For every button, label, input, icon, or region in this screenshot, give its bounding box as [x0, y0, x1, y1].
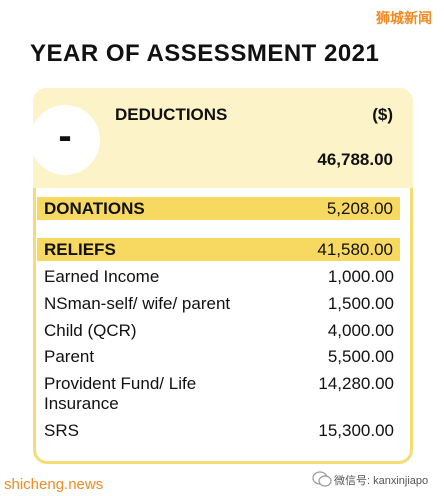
- item-row: Provident Fund/ Life Insurance 14,280.00: [44, 374, 394, 414]
- wechat-icon: [312, 471, 332, 487]
- item-label: Child (QCR): [44, 321, 137, 340]
- item-amount: 15,300.00: [318, 421, 394, 440]
- section-band: RELIEFS 41,580.00: [37, 238, 400, 261]
- item-amount: 1,500.00: [327, 294, 394, 313]
- wechat-id: 微信号: kanxinjiapo: [334, 475, 429, 487]
- deductions-label: DEDUCTIONS: [115, 105, 228, 124]
- item-row: SRS 15,300.00: [44, 421, 394, 441]
- unit: ($): [372, 105, 393, 124]
- item-label: Earned Income: [44, 267, 160, 286]
- section-band: DONATIONS 5,208.00: [37, 197, 400, 220]
- deductions-total: 46,788.00: [317, 150, 393, 169]
- section-label: RELIEFS: [44, 240, 116, 259]
- item-label: Provident Fund/ Life Insurance: [44, 374, 197, 413]
- item-row: Parent 5,500.00: [44, 347, 394, 367]
- title: YEAR OF ASSESSMENT 2021: [30, 40, 380, 67]
- badge: -: [30, 105, 100, 175]
- item-label: Parent: [44, 347, 95, 366]
- item-amount: 4,000.00: [327, 321, 394, 340]
- item-row: NSman-self/ wife/ parent 1,500.00: [44, 294, 394, 314]
- section-amount: 5,208.00: [326, 199, 393, 218]
- item-row: Earned Income 1,000.00: [44, 267, 394, 287]
- watermark: 狮城新闻: [376, 10, 432, 26]
- item-row: Child (QCR) 4,000.00: [44, 321, 394, 341]
- section-amount: 41,580.00: [317, 240, 393, 259]
- section-label: DONATIONS: [44, 199, 145, 218]
- item-amount: 14,280.00: [318, 374, 394, 393]
- item-amount: 1,000.00: [327, 267, 394, 286]
- item-label: NSman-self/ wife/ parent: [44, 294, 231, 313]
- site-watermark: shicheng.news: [4, 476, 104, 493]
- item-label: SRS: [44, 421, 79, 440]
- item-amount: 5,500.00: [327, 347, 394, 366]
